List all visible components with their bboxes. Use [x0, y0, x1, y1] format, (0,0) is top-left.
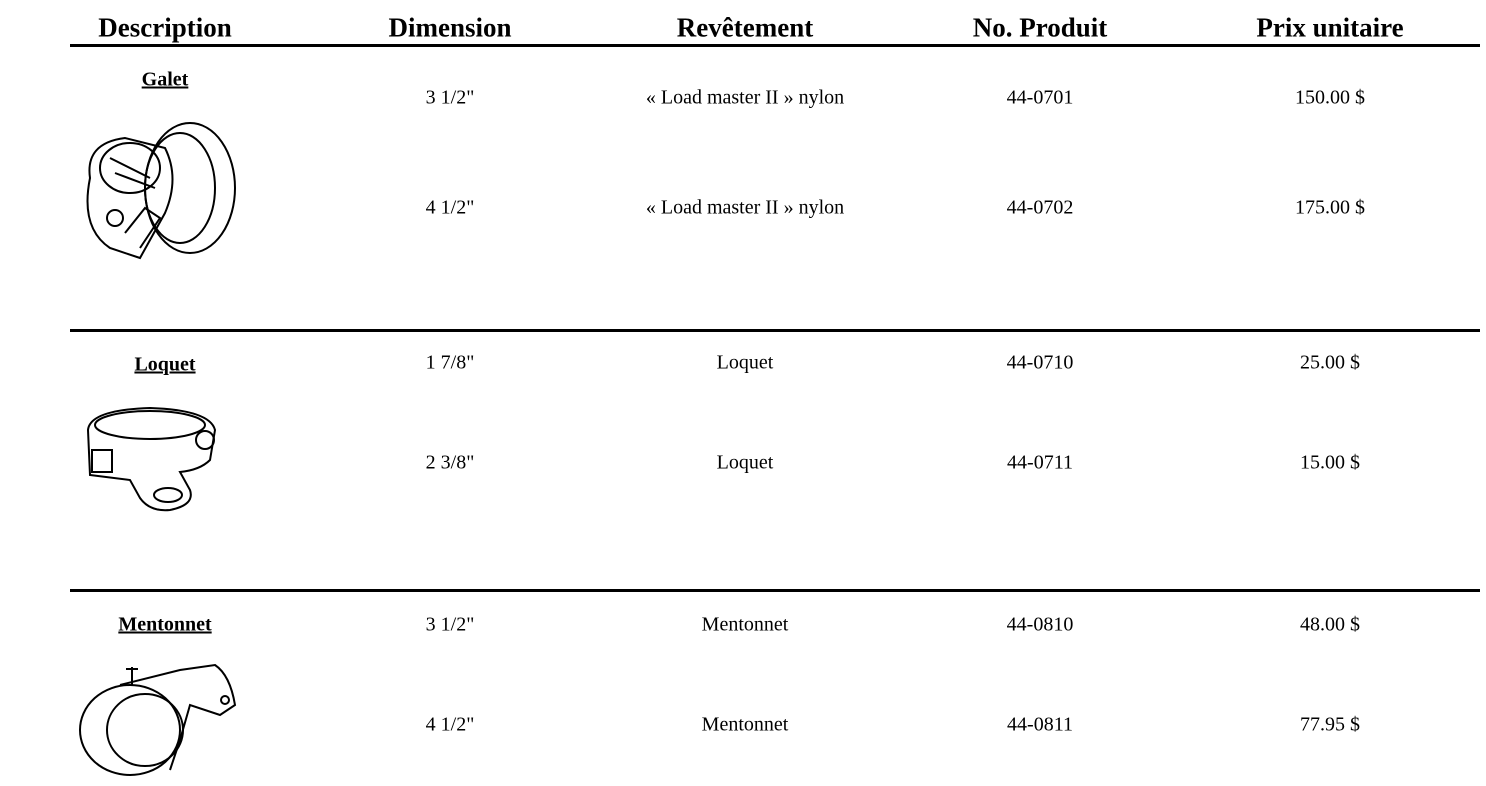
cell-text: 44-0711 — [1007, 452, 1073, 475]
cell-text: 4 1/2" — [426, 714, 475, 737]
cell-text: Loquet — [717, 352, 774, 375]
section-rule — [70, 589, 1480, 592]
column-header: Revêtement — [677, 13, 813, 44]
cell-text: 25.00 $ — [1300, 352, 1360, 375]
mentonnet-illustration — [70, 655, 250, 785]
cell-text: 3 1/2" — [426, 87, 475, 110]
section-title: Mentonnet — [118, 614, 211, 637]
cell-text: 150.00 $ — [1295, 87, 1365, 110]
section-title: Loquet — [134, 354, 195, 377]
cell-text: « Load master II » nylon — [646, 197, 844, 220]
cell-text: Mentonnet — [702, 714, 789, 737]
galet-illustration — [70, 118, 260, 268]
cell-text: 175.00 $ — [1295, 197, 1365, 220]
cell-text: 15.00 $ — [1300, 452, 1360, 475]
cell-text: 4 1/2" — [426, 197, 475, 220]
cell-text: 1 7/8" — [426, 352, 475, 375]
header-rule — [70, 44, 1480, 47]
cell-text: 44-0810 — [1007, 614, 1074, 637]
cell-text: 48.00 $ — [1300, 614, 1360, 637]
cell-text: Loquet — [717, 452, 774, 475]
column-header: Prix unitaire — [1256, 13, 1403, 44]
loquet-illustration — [70, 400, 240, 520]
cell-text: 44-0710 — [1007, 352, 1074, 375]
cell-text: 44-0702 — [1007, 197, 1074, 220]
cell-text: 44-0811 — [1007, 714, 1073, 737]
section-title: Galet — [142, 69, 189, 92]
section-rule — [70, 329, 1480, 332]
cell-text: 3 1/2" — [426, 614, 475, 637]
cell-text: 2 3/8" — [426, 452, 475, 475]
cell-text: 44-0701 — [1007, 87, 1074, 110]
cell-text: Mentonnet — [702, 614, 789, 637]
cell-text: « Load master II » nylon — [646, 87, 844, 110]
column-header: No. Produit — [973, 13, 1108, 44]
column-header: Description — [98, 13, 231, 44]
cell-text: 77.95 $ — [1300, 714, 1360, 737]
price-table: Description Dimension Revêtement No. Produi… — [0, 0, 1486, 786]
column-header: Dimension — [388, 13, 511, 44]
